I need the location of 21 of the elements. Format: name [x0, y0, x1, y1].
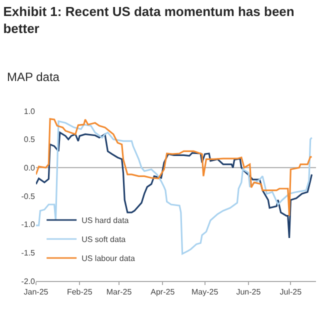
x-tick-label: Jan-25 [24, 288, 49, 297]
y-tick-label: -1.5 [21, 248, 36, 258]
chart-title: Exhibit 1: Recent US data momentum has been better [3, 4, 294, 36]
x-tick-label: Feb-25 [66, 288, 93, 297]
legend-label: US labour data [82, 254, 136, 264]
x-tick-label: Mar-25 [106, 288, 132, 297]
y-tick-label: -0.5 [21, 192, 36, 201]
legend-label: US hard data [82, 216, 130, 226]
x-tick-label: Apr-25 [150, 288, 176, 297]
line-series [36, 118, 313, 217]
y-tick-label: -2.0 [21, 276, 36, 286]
y-tick-label: -1.0 [21, 220, 36, 230]
x-tick-label: Jul-25 [280, 288, 302, 297]
legend-label: US soft data [82, 235, 126, 244]
y-tick-label: 1.0 [24, 106, 36, 116]
chart-subtitle: MAP data [7, 70, 60, 84]
x-tick-label: May-25 [191, 288, 219, 297]
x-tick-label: Jun-25 [236, 288, 262, 297]
y-tick-label: 0.0 [24, 163, 36, 172]
line-series [36, 120, 313, 255]
y-tick-label: 0.5 [24, 135, 36, 144]
